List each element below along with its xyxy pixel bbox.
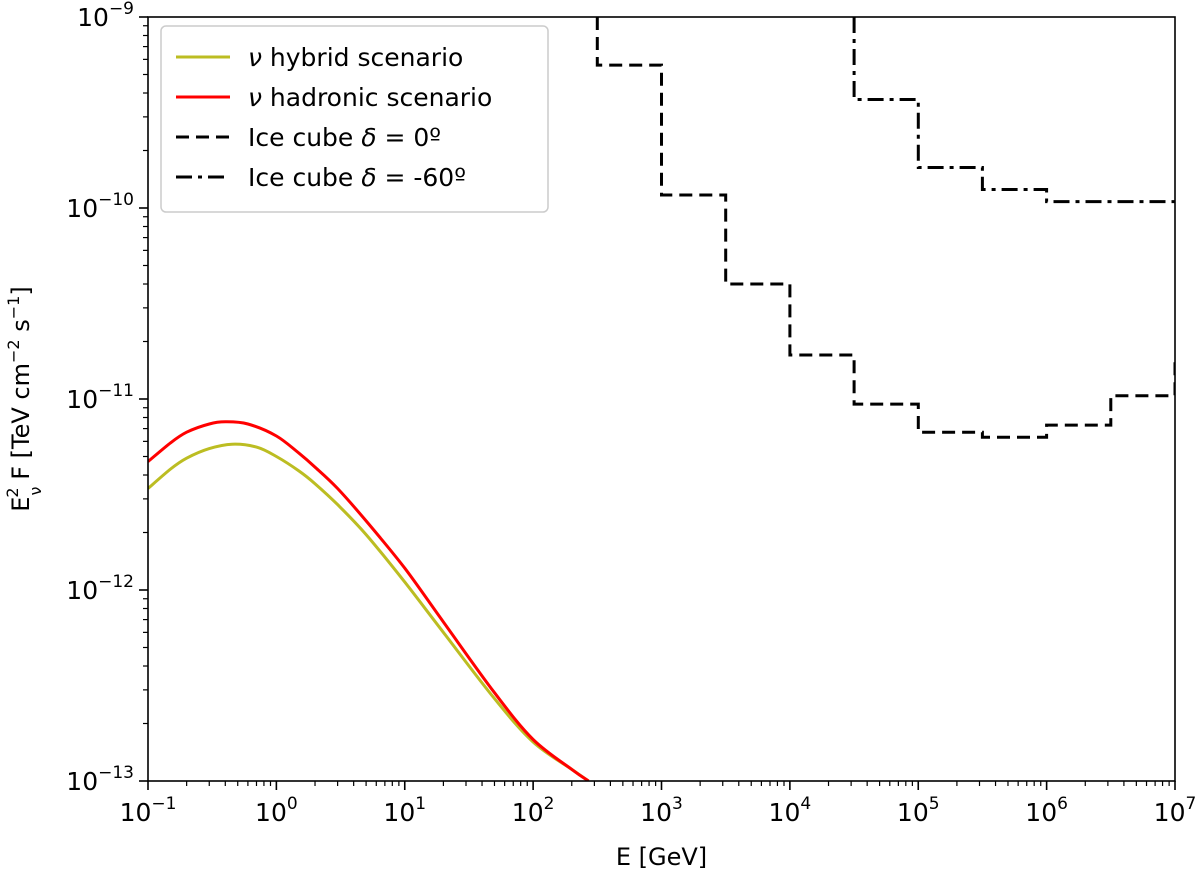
y-tick-label: 10−12 [66, 572, 134, 605]
x-tick-label: 106 [1025, 794, 1068, 827]
y-tick-label: 10−13 [66, 763, 134, 796]
x-tick-label: 102 [512, 794, 555, 827]
series-line-4 [852, 17, 1175, 204]
x-tick-label: 107 [1154, 794, 1197, 827]
series-layer [148, 17, 1175, 781]
svg-text:Eν2 F [TeV cm−2 s−1]: Eν2 F [TeV cm−2 s−1] [3, 286, 45, 511]
ticks-layer: 10−1 100 101 102 103 104 105 106 107 10−13 10−12 10… [66, 0, 1196, 827]
y-axis-title: Eν2 F [TeV cm−2 s−1] [3, 286, 45, 511]
series-line-2 [148, 420, 590, 781]
y-tick-label: 10−11 [66, 381, 134, 414]
x-tick-label: 105 [897, 794, 940, 827]
series-line-3 [595, 17, 1175, 439]
x-tick-label: 10−1 [120, 794, 177, 827]
series-line-1 [148, 442, 590, 781]
y-tick-label: 10−10 [66, 190, 134, 223]
legend-label-3: Ice cube δ = 0º [248, 123, 441, 152]
axes-frame [147, 16, 1176, 782]
x-tick-label: 104 [769, 794, 812, 827]
legend: ν hybrid scenario ν hadronic scenario Ice … [160, 25, 549, 213]
x-tick-label: 100 [255, 794, 298, 827]
legend-label-4: Ice cube δ = -60º [248, 163, 466, 192]
x-tick-label: 103 [640, 794, 683, 827]
y-tick-label: 10−9 [77, 0, 134, 32]
x-axis-title: E [GeV] [616, 843, 707, 871]
legend-box [160, 25, 549, 213]
legend-label-1: ν hybrid scenario [248, 43, 463, 72]
x-tick-label: 101 [383, 794, 426, 827]
legend-label-2: ν hadronic scenario [248, 83, 492, 112]
